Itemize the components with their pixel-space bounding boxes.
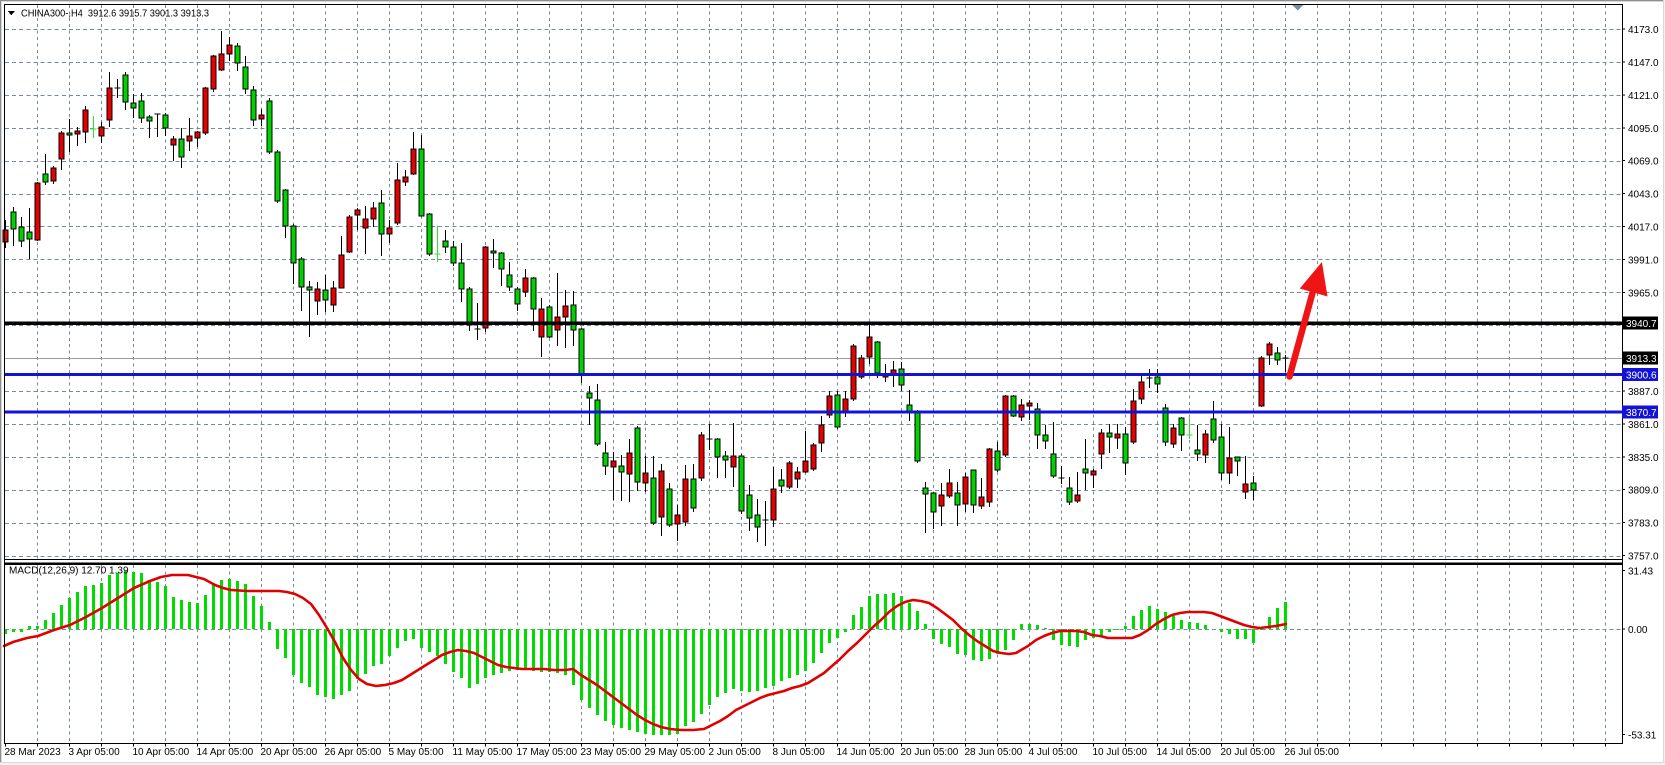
- svg-text:3757.0: 3757.0: [1628, 552, 1659, 563]
- svg-text:26 Jul 05:00: 26 Jul 05:00: [1285, 747, 1340, 758]
- svg-text:14 Jun 05:00: 14 Jun 05:00: [837, 747, 895, 758]
- svg-text:20 Jun 05:00: 20 Jun 05:00: [901, 747, 959, 758]
- svg-text:MACD(12,26,9) 12.70 1.39: MACD(12,26,9) 12.70 1.39: [9, 566, 129, 577]
- svg-text:3835.0: 3835.0: [1628, 453, 1659, 464]
- svg-text:-53.31: -53.31: [1628, 731, 1657, 742]
- svg-text:28 Jun 05:00: 28 Jun 05:00: [965, 747, 1023, 758]
- svg-text:3870.7: 3870.7: [1626, 408, 1657, 419]
- svg-text:2 Jun 05:00: 2 Jun 05:00: [709, 747, 762, 758]
- svg-text:4043.0: 4043.0: [1628, 190, 1659, 201]
- svg-text:3913.3: 3913.3: [1626, 354, 1657, 365]
- svg-text:3861.0: 3861.0: [1628, 420, 1659, 431]
- svg-text:3887.0: 3887.0: [1628, 387, 1659, 398]
- svg-text:3809.0: 3809.0: [1628, 486, 1659, 497]
- svg-text:3783.0: 3783.0: [1628, 519, 1659, 530]
- svg-text:4017.0: 4017.0: [1628, 223, 1659, 234]
- svg-text:28 Mar 2023: 28 Mar 2023: [5, 747, 62, 758]
- svg-text:4095.0: 4095.0: [1628, 124, 1659, 135]
- svg-text:3900.6: 3900.6: [1626, 370, 1657, 381]
- svg-text:26 Apr 05:00: 26 Apr 05:00: [325, 747, 382, 758]
- svg-text:23 May 05:00: 23 May 05:00: [581, 747, 642, 758]
- svg-text:4147.0: 4147.0: [1628, 58, 1659, 69]
- svg-text:29 May 05:00: 29 May 05:00: [645, 747, 706, 758]
- svg-text:10 Jul 05:00: 10 Jul 05:00: [1093, 747, 1148, 758]
- svg-text:3965.0: 3965.0: [1628, 288, 1659, 299]
- svg-text:10 Apr 05:00: 10 Apr 05:00: [133, 747, 190, 758]
- svg-text:0.00: 0.00: [1628, 625, 1648, 636]
- svg-text:CHINA300-,H4 3912.6 3915.7 39: CHINA300-,H4 3912.6 3915.7 3901.3 3913.3: [21, 7, 209, 19]
- svg-text:5 May 05:00: 5 May 05:00: [389, 747, 444, 758]
- svg-text:11 May 05:00: 11 May 05:00: [453, 747, 513, 758]
- svg-text:3 Apr 05:00: 3 Apr 05:00: [69, 747, 121, 758]
- svg-text:31.43: 31.43: [1628, 567, 1653, 578]
- svg-text:14 Jul 05:00: 14 Jul 05:00: [1157, 747, 1212, 758]
- svg-text:3940.7: 3940.7: [1626, 319, 1657, 330]
- svg-text:3991.0: 3991.0: [1628, 255, 1659, 266]
- svg-text:8 Jun 05:00: 8 Jun 05:00: [773, 747, 826, 758]
- svg-text:4173.0: 4173.0: [1628, 25, 1659, 36]
- svg-text:20 Apr 05:00: 20 Apr 05:00: [261, 747, 318, 758]
- svg-text:4 Jul 05:00: 4 Jul 05:00: [1029, 747, 1078, 758]
- svg-text:20 Jul 05:00: 20 Jul 05:00: [1221, 747, 1276, 758]
- svg-text:4069.0: 4069.0: [1628, 157, 1659, 168]
- svg-text:17 May 05:00: 17 May 05:00: [517, 747, 578, 758]
- svg-text:4121.0: 4121.0: [1628, 91, 1659, 102]
- svg-text:14 Apr 05:00: 14 Apr 05:00: [197, 747, 254, 758]
